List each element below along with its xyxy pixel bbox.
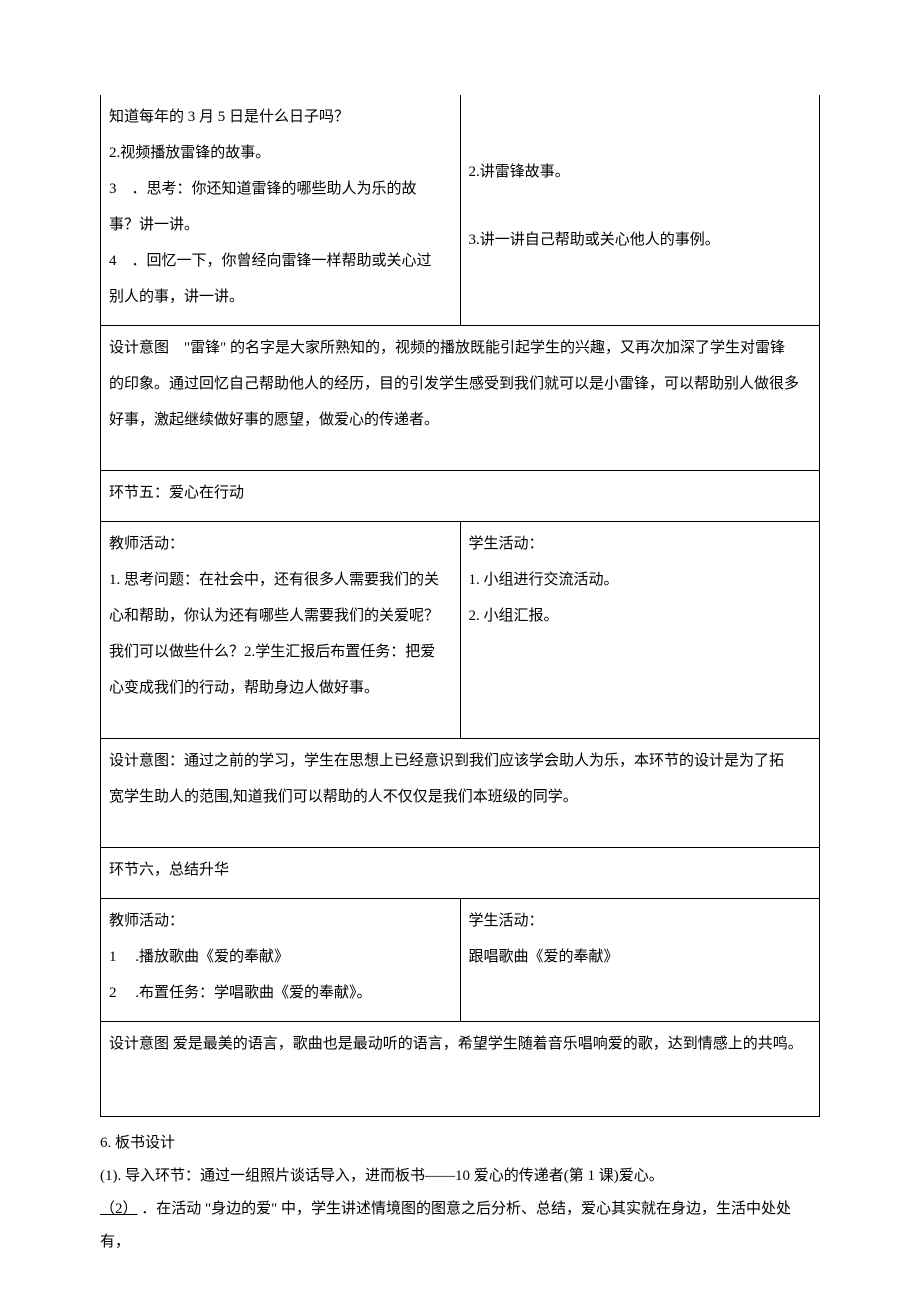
table-row: 教师活动： 1 .播放歌曲《爱的奉献》 2 .布置任务：学唱歌曲《爱的奉献》。 … <box>101 899 820 1022</box>
footer-line: (1). 导入环节：通过一组照片谈话导入，进而板书——10 爱心的传递者(第 1… <box>100 1160 820 1193</box>
cell-section-header-6: 环节六，总结升华 <box>101 848 820 899</box>
list-number: 4 <box>109 253 117 269</box>
section-title: 环节五：爱心在行动 <box>109 475 811 511</box>
text-span: .布置任务：学唱歌曲《爱的奉献》。 <box>135 985 371 1001</box>
text-line: 4 ．回忆一下，你曾经向雷锋一样帮助或关心过 <box>109 243 452 279</box>
text-line: 设计意图：通过之前的学习，学生在思想上已经意识到我们应该学会助人为乐，本环节的设… <box>109 743 811 779</box>
text-span: ．在活动 "身边的爱" 中，学生讲述情境图的图意之后分析、总结，爱心其实就在身边… <box>100 1201 791 1250</box>
text-line: 教师活动： <box>109 526 452 562</box>
cell-teacher-activity-1: 知道每年的 3 月 5 日是什么日子吗？ 2.视频播放雷锋的故事。 3 ．思考：… <box>101 95 461 326</box>
text-line: 教师活动： <box>109 903 452 939</box>
text-line: 心和帮助，你认为还有哪些人需要我们的关爱呢？ <box>109 598 452 634</box>
text-line: 设计意图 爱是最美的语言，歌曲也是最动听的语言，希望学生随着音乐唱响爱的歌，达到… <box>109 1026 811 1062</box>
cell-design-intent-1: 设计意图 "雷锋" 的名字是大家所熟知的，视频的播放既能引起学生的兴趣，又再次加… <box>101 326 820 471</box>
text-line: 学生活动： <box>469 526 812 562</box>
text-line: 好事，激起继续做好事的愿望，做爱心的传递者。 <box>109 402 811 438</box>
text-span: .播放歌曲《爱的奉献》 <box>135 949 289 965</box>
text-line: 别人的事，讲一讲。 <box>109 279 452 315</box>
list-number: 3 <box>109 181 117 197</box>
text-line: 宽学生助人的范围,知道我们可以帮助的人不仅仅是我们本班级的同学。 <box>109 779 811 815</box>
text-line: 3.讲一讲自己帮助或关心他人的事例。 <box>469 222 812 258</box>
text-line: 2 .布置任务：学唱歌曲《爱的奉献》。 <box>109 975 452 1011</box>
cell-student-activity-3: 学生活动： 跟唱歌曲《爱的奉献》 <box>460 899 820 1022</box>
cell-section-header-5: 环节五：爱心在行动 <box>101 471 820 522</box>
cell-student-activity-1: 2.讲雷锋故事。 3.讲一讲自己帮助或关心他人的事例。 <box>460 95 820 326</box>
table-row: 教师活动： 1. 思考问题：在社会中，还有很多人需要我们的关 心和帮助，你认为还… <box>101 522 820 739</box>
list-number: 2 <box>109 985 117 1001</box>
text-line: 3 ．思考：你还知道雷锋的哪些助人为乐的故 <box>109 171 452 207</box>
text-line: 事？讲一讲。 <box>109 207 452 243</box>
text-line: 的印象。通过回忆自己帮助他人的经历，目的引发学生感受到我们就可以是小雷锋，可以帮… <box>109 366 811 402</box>
text-line: 1. 思考问题：在社会中，还有很多人需要我们的关 <box>109 562 452 598</box>
text-line: 我们可以做些什么？2.学生汇报后布置任务：把爱 <box>109 634 452 670</box>
text-line: 知道每年的 3 月 5 日是什么日子吗？ <box>109 99 452 135</box>
text-line: 跟唱歌曲《爱的奉献》 <box>469 939 812 975</box>
table-row: 设计意图 爱是最美的语言，歌曲也是最动听的语言，希望学生随着音乐唱响爱的歌，达到… <box>101 1022 820 1117</box>
footer-notes: 6. 板书设计 (1). 导入环节：通过一组照片谈话导入，进而板书——10 爱心… <box>100 1127 820 1259</box>
table-row: 环节五：爱心在行动 <box>101 471 820 522</box>
table-row: 环节六，总结升华 <box>101 848 820 899</box>
lesson-plan-table: 知道每年的 3 月 5 日是什么日子吗？ 2.视频播放雷锋的故事。 3 ．思考：… <box>100 95 820 1117</box>
table-row: 设计意图：通过之前的学习，学生在思想上已经意识到我们应该学会助人为乐，本环节的设… <box>101 739 820 848</box>
section-title: 环节六，总结升华 <box>109 852 811 888</box>
table-row: 知道每年的 3 月 5 日是什么日子吗？ 2.视频播放雷锋的故事。 3 ．思考：… <box>101 95 820 326</box>
cell-student-activity-2: 学生活动： 1. 小组进行交流活动。 2. 小组汇报。 <box>460 522 820 739</box>
cell-design-intent-3: 设计意图 爱是最美的语言，歌曲也是最动听的语言，希望学生随着音乐唱响爱的歌，达到… <box>101 1022 820 1117</box>
cell-design-intent-2: 设计意图：通过之前的学习，学生在思想上已经意识到我们应该学会助人为乐，本环节的设… <box>101 739 820 848</box>
text-span: ．思考：你还知道雷锋的哪些助人为乐的故 <box>132 181 417 197</box>
underlined-number: （2） <box>100 1201 138 1217</box>
text-line: 2.讲雷锋故事。 <box>469 154 812 190</box>
text-line: 2.视频播放雷锋的故事。 <box>109 135 452 171</box>
text-line: 心变成我们的行动，帮助身边人做好事。 <box>109 670 452 706</box>
footer-heading: 6. 板书设计 <box>100 1127 820 1160</box>
text-line: 2. 小组汇报。 <box>469 598 812 634</box>
text-span: ．回忆一下，你曾经向雷锋一样帮助或关心过 <box>132 253 432 269</box>
cell-teacher-activity-2: 教师活动： 1. 思考问题：在社会中，还有很多人需要我们的关 心和帮助，你认为还… <box>101 522 461 739</box>
table-row: 设计意图 "雷锋" 的名字是大家所熟知的，视频的播放既能引起学生的兴趣，又再次加… <box>101 326 820 471</box>
text-line: 学生活动： <box>469 903 812 939</box>
text-line: 1. 小组进行交流活动。 <box>469 562 812 598</box>
footer-line: （2） ．在活动 "身边的爱" 中，学生讲述情境图的图意之后分析、总结，爱心其实… <box>100 1193 820 1259</box>
list-number: 1 <box>109 949 117 965</box>
text-line: 设计意图 "雷锋" 的名字是大家所熟知的，视频的播放既能引起学生的兴趣，又再次加… <box>109 330 811 366</box>
cell-teacher-activity-3: 教师活动： 1 .播放歌曲《爱的奉献》 2 .布置任务：学唱歌曲《爱的奉献》。 <box>101 899 461 1022</box>
text-line: 1 .播放歌曲《爱的奉献》 <box>109 939 452 975</box>
